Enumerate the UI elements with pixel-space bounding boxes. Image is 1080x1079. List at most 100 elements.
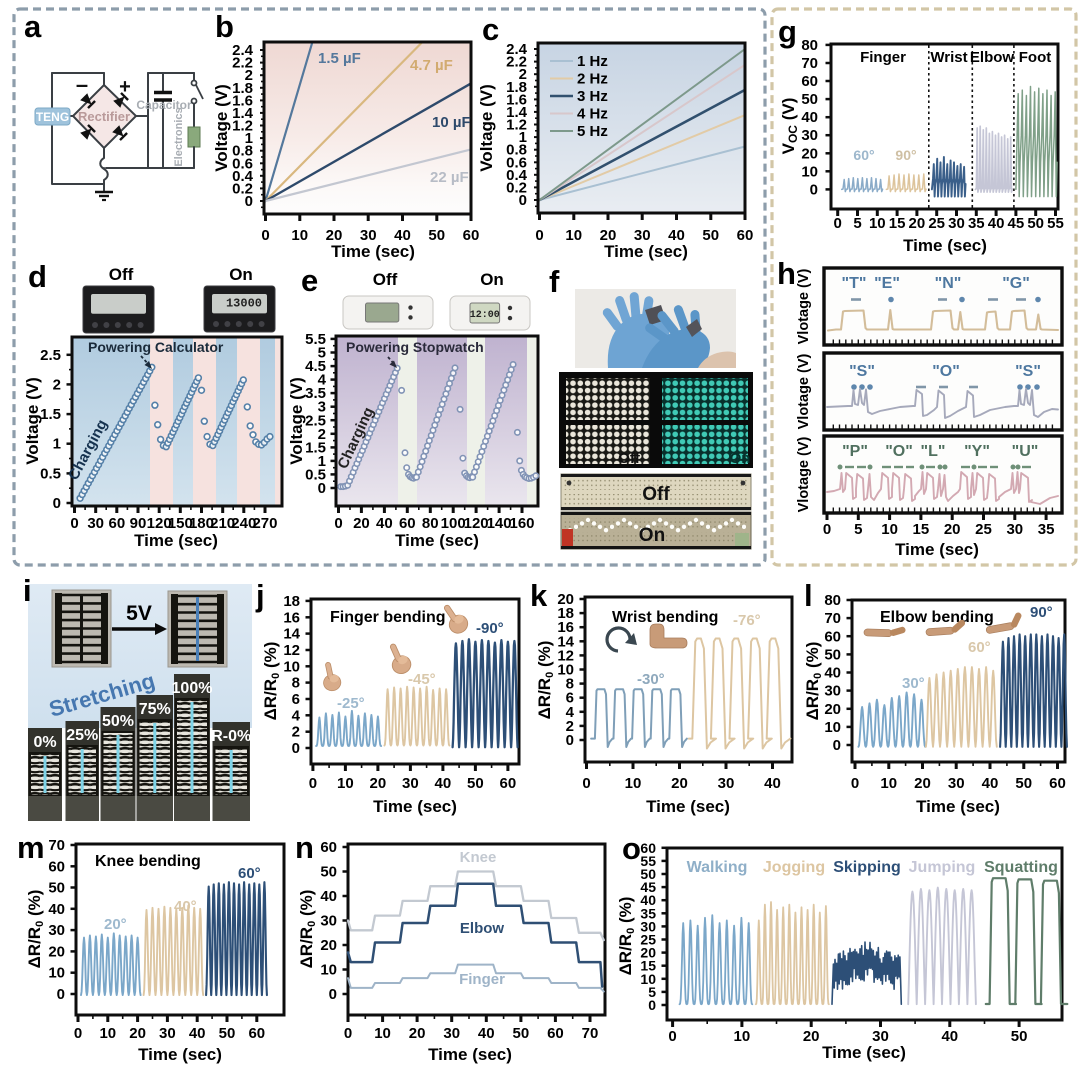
svg-text:1: 1 bbox=[519, 129, 527, 146]
svg-text:45: 45 bbox=[1008, 215, 1025, 232]
svg-text:d: d bbox=[28, 259, 47, 294]
svg-text:Time (sec): Time (sec) bbox=[895, 540, 979, 559]
svg-text:20: 20 bbox=[671, 775, 688, 792]
svg-text:60: 60 bbox=[824, 628, 841, 645]
svg-text:Elbow: Elbow bbox=[460, 920, 504, 937]
svg-text:75%: 75% bbox=[139, 701, 171, 718]
svg-text:30°: 30° bbox=[902, 675, 925, 692]
svg-text:2: 2 bbox=[318, 426, 326, 443]
svg-text:30: 30 bbox=[87, 515, 104, 532]
svg-text:60: 60 bbox=[108, 515, 125, 532]
svg-text:0: 0 bbox=[823, 521, 831, 538]
svg-text:40: 40 bbox=[801, 109, 818, 126]
svg-text:Vlotage (V): Vlotage (V) bbox=[796, 268, 812, 344]
svg-text:Off: Off bbox=[373, 270, 398, 289]
svg-text:30: 30 bbox=[360, 227, 377, 244]
svg-text:On: On bbox=[229, 265, 253, 284]
svg-text:Time (sec): Time (sec) bbox=[604, 242, 688, 261]
svg-text:2: 2 bbox=[292, 724, 300, 741]
svg-text:"G": "G" bbox=[1002, 275, 1030, 292]
svg-text:2.2: 2.2 bbox=[232, 55, 253, 72]
svg-text:30: 30 bbox=[634, 227, 651, 244]
svg-text:Time (sec): Time (sec) bbox=[373, 797, 457, 816]
svg-text:0: 0 bbox=[292, 740, 300, 757]
svg-text:2: 2 bbox=[53, 376, 61, 393]
svg-text:20: 20 bbox=[801, 145, 818, 162]
svg-text:70: 70 bbox=[824, 610, 841, 627]
svg-text:On: On bbox=[730, 450, 751, 467]
svg-text:50: 50 bbox=[1011, 1028, 1028, 1045]
svg-text:-90°: -90° bbox=[476, 620, 504, 637]
svg-text:30: 30 bbox=[402, 775, 419, 792]
svg-text:30: 30 bbox=[872, 1028, 889, 1045]
svg-text:80: 80 bbox=[422, 515, 439, 532]
svg-text:40: 40 bbox=[320, 888, 337, 905]
svg-text:12: 12 bbox=[283, 642, 300, 659]
svg-text:50: 50 bbox=[48, 880, 65, 897]
svg-text:40: 40 bbox=[764, 775, 781, 792]
svg-text:1.2: 1.2 bbox=[506, 117, 527, 134]
svg-text:a: a bbox=[24, 9, 42, 44]
svg-text:1: 1 bbox=[245, 130, 253, 147]
svg-text:2 Hz: 2 Hz bbox=[577, 71, 608, 88]
svg-text:4.7 µF: 4.7 µF bbox=[410, 57, 453, 74]
svg-text:h: h bbox=[777, 256, 796, 291]
svg-text:o: o bbox=[622, 831, 641, 866]
svg-text:30: 30 bbox=[948, 215, 965, 232]
svg-text:-76°: -76° bbox=[733, 612, 761, 629]
svg-text:60: 60 bbox=[48, 858, 65, 875]
svg-text:55: 55 bbox=[1047, 215, 1064, 232]
svg-text:1.6: 1.6 bbox=[506, 91, 527, 108]
svg-text:i: i bbox=[23, 573, 32, 608]
svg-text:120: 120 bbox=[147, 515, 172, 532]
svg-text:Time (sec): Time (sec) bbox=[134, 531, 218, 550]
svg-text:35: 35 bbox=[1038, 521, 1055, 538]
svg-text:i: i bbox=[23, 573, 32, 608]
svg-text:40: 40 bbox=[435, 775, 452, 792]
svg-text:60: 60 bbox=[500, 775, 517, 792]
svg-text:0.2: 0.2 bbox=[232, 180, 253, 197]
svg-text:18: 18 bbox=[557, 605, 574, 622]
svg-text:100: 100 bbox=[441, 515, 466, 532]
svg-text:Jogging: Jogging bbox=[763, 859, 825, 876]
svg-text:2.4: 2.4 bbox=[506, 41, 528, 58]
svg-text:6: 6 bbox=[566, 690, 574, 707]
svg-text:0: 0 bbox=[668, 1028, 676, 1045]
svg-text:Capacitor: Capacitor bbox=[136, 98, 192, 112]
svg-text:50: 50 bbox=[1015, 775, 1032, 792]
svg-text:0.2: 0.2 bbox=[506, 179, 527, 196]
svg-text:50: 50 bbox=[1027, 215, 1044, 232]
svg-text:"N": "N" bbox=[935, 275, 962, 292]
svg-text:50%: 50% bbox=[102, 713, 134, 730]
svg-text:25%: 25% bbox=[66, 727, 98, 744]
svg-text:1: 1 bbox=[318, 453, 326, 470]
svg-text:30: 30 bbox=[48, 922, 65, 939]
svg-text:8: 8 bbox=[566, 676, 574, 693]
svg-text:0: 0 bbox=[566, 732, 574, 749]
svg-text:VOC (V): VOC (V) bbox=[779, 98, 800, 155]
svg-text:60: 60 bbox=[1049, 775, 1066, 792]
svg-text:40: 40 bbox=[478, 1025, 495, 1042]
svg-text:25: 25 bbox=[975, 521, 992, 538]
svg-text:1.5 µF: 1.5 µF bbox=[318, 50, 361, 67]
svg-text:0%: 0% bbox=[33, 734, 56, 751]
svg-text:20: 20 bbox=[824, 701, 841, 718]
svg-text:120: 120 bbox=[464, 515, 489, 532]
svg-text:Off: Off bbox=[109, 265, 134, 284]
svg-text:10: 10 bbox=[801, 163, 818, 180]
svg-text:20: 20 bbox=[600, 227, 617, 244]
svg-text:10: 10 bbox=[283, 658, 300, 675]
svg-text:240: 240 bbox=[231, 515, 256, 532]
svg-text:0: 0 bbox=[851, 775, 859, 792]
svg-text:50: 50 bbox=[467, 775, 484, 792]
svg-text:30: 30 bbox=[640, 918, 656, 934]
svg-text:1.2: 1.2 bbox=[232, 118, 253, 135]
svg-text:k: k bbox=[530, 578, 548, 613]
svg-text:1.8: 1.8 bbox=[232, 80, 253, 97]
svg-text:On: On bbox=[480, 270, 504, 289]
svg-text:c: c bbox=[482, 12, 499, 47]
svg-text:2: 2 bbox=[519, 66, 527, 83]
svg-text:90: 90 bbox=[130, 515, 147, 532]
svg-text:45: 45 bbox=[640, 879, 656, 895]
svg-text:50: 50 bbox=[513, 1025, 530, 1042]
